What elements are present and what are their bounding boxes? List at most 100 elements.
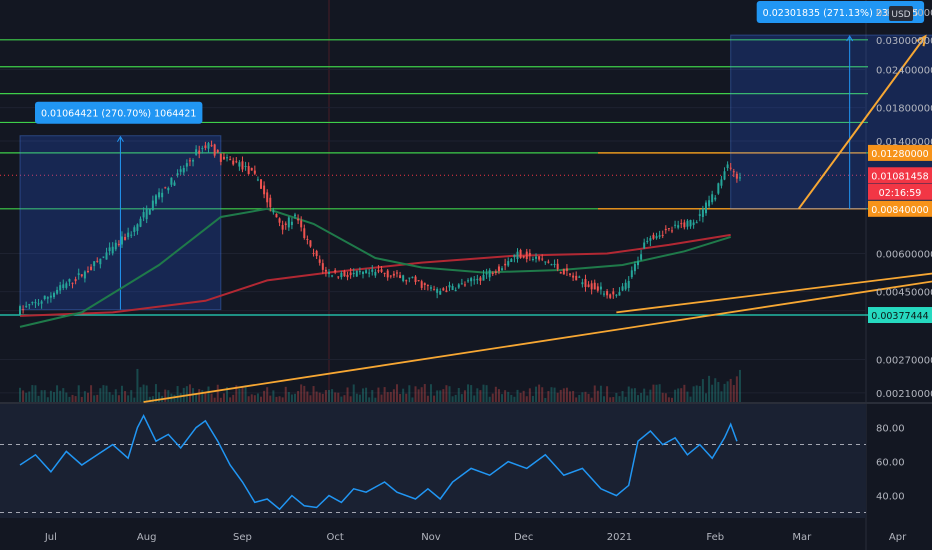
volume-bar	[504, 390, 507, 402]
volume-bar	[40, 390, 43, 402]
price-tick-label: 0.00450000	[876, 288, 932, 299]
volume-bar	[429, 384, 432, 402]
volume-bar	[256, 393, 259, 402]
volume-bar	[49, 390, 52, 402]
volume-bar	[278, 396, 281, 402]
time-tick-label: Feb	[706, 532, 724, 543]
candle-body	[96, 260, 99, 262]
volume-bar	[717, 382, 720, 402]
currency-label: USD	[891, 10, 910, 20]
volume-bar	[312, 386, 315, 402]
candle-body	[569, 273, 572, 275]
volume-bar	[550, 387, 553, 402]
price-tick-label: 0.01400000	[876, 137, 932, 148]
candle-body	[68, 279, 71, 282]
volume-bar	[467, 384, 470, 402]
candle-body	[133, 227, 136, 232]
currency-button[interactable]: USD	[889, 6, 913, 21]
candle-body	[485, 273, 488, 275]
volume-bar	[436, 390, 439, 402]
volume-bar	[488, 396, 491, 402]
volume-bar	[355, 393, 358, 402]
price-tick-label: 0.00210000	[876, 389, 932, 400]
volume-bar	[556, 392, 559, 402]
candle-body	[513, 254, 516, 258]
candle-body	[201, 148, 204, 150]
rsi-tick-label: 60.00	[876, 458, 905, 469]
volume-bar	[596, 390, 599, 402]
volume-bar	[124, 391, 127, 402]
volume-bar	[148, 396, 151, 402]
volume-bar	[90, 385, 93, 402]
candle-body	[74, 279, 77, 282]
candle-body	[460, 283, 463, 285]
volume-bar	[297, 391, 300, 402]
volume-bar	[226, 387, 229, 402]
candle-body	[346, 274, 349, 278]
candle-body	[340, 273, 343, 278]
candle-body	[593, 282, 596, 290]
volume-bar	[111, 394, 114, 402]
volume-bar	[65, 392, 68, 402]
volume-bar	[145, 385, 148, 402]
volume-bar	[451, 396, 454, 402]
volume-bar	[380, 394, 383, 402]
candle-body	[229, 159, 232, 161]
volume-bar	[337, 392, 340, 402]
candle-body	[321, 263, 324, 270]
candle-body	[519, 250, 522, 258]
price-badge	[868, 167, 932, 184]
volume-bar	[735, 376, 738, 402]
candle-body	[683, 222, 686, 228]
candle-body	[195, 149, 198, 155]
candle-body	[294, 214, 297, 217]
price-badge-label: 0.00377444	[871, 311, 928, 322]
candle-body	[176, 173, 179, 176]
volume-bar	[535, 386, 538, 402]
candle-body	[52, 293, 55, 298]
volume-bar	[154, 384, 157, 402]
volume-bar	[34, 385, 37, 402]
candle-body	[65, 283, 68, 288]
volume-bar	[142, 384, 145, 402]
candle-body	[148, 208, 151, 215]
candle-body	[238, 162, 241, 167]
volume-bar	[281, 397, 284, 402]
candle-body	[275, 213, 278, 218]
candle-body	[528, 252, 531, 256]
candle-body	[467, 280, 470, 282]
candle-body	[253, 170, 256, 174]
volume-bar	[689, 396, 692, 402]
candle-body	[204, 145, 207, 148]
volume-bar	[670, 397, 673, 402]
volume-bar	[108, 392, 111, 402]
volume-bar	[661, 392, 664, 402]
candle-body	[692, 222, 695, 225]
candle-body	[640, 254, 643, 260]
candle-body	[479, 277, 482, 281]
candle-body	[290, 221, 293, 226]
candle-body	[516, 251, 519, 259]
candle-body	[108, 247, 111, 252]
candle-body	[90, 266, 93, 271]
candle-body	[49, 295, 52, 298]
candle-body	[25, 305, 28, 307]
volume-bar	[510, 394, 513, 402]
candle-body	[99, 258, 102, 265]
volume-bar	[686, 391, 689, 402]
candle-body	[402, 275, 405, 282]
volume-bar	[392, 389, 395, 402]
volume-bar	[343, 395, 346, 402]
candle-body	[587, 284, 590, 287]
currency-button-bg	[889, 6, 913, 21]
volume-bar	[491, 393, 494, 402]
volume-bar	[544, 397, 547, 402]
rsi-panel	[0, 404, 866, 518]
candle-body	[488, 270, 491, 278]
volume-bar	[56, 385, 59, 402]
moving-average-line	[19, 233, 731, 317]
volume-bar	[460, 394, 463, 402]
volume-bar	[433, 395, 436, 402]
candle-body	[361, 271, 364, 275]
